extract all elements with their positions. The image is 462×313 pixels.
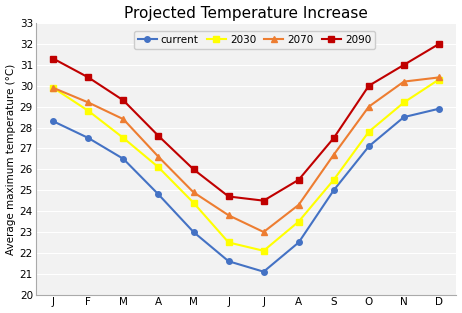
- 2090: [85, 75, 91, 79]
- Title: Projected Temperature Increase: Projected Temperature Increase: [124, 6, 368, 21]
- 2030: [121, 136, 126, 140]
- 2090: [121, 99, 126, 102]
- 2090: [191, 167, 196, 171]
- 2070: [121, 117, 126, 121]
- 2090: [366, 84, 371, 88]
- 2070: [331, 153, 336, 156]
- 2030: [156, 165, 161, 169]
- current: [226, 259, 231, 263]
- current: [156, 192, 161, 196]
- Y-axis label: Average maximum temperature (°C): Average maximum temperature (°C): [6, 63, 16, 254]
- 2030: [191, 201, 196, 205]
- Line: 2070: 2070: [50, 74, 442, 235]
- Line: current: current: [50, 106, 442, 275]
- 2070: [436, 75, 442, 79]
- 2070: [50, 86, 56, 90]
- current: [261, 270, 267, 274]
- 2070: [191, 190, 196, 194]
- 2030: [226, 241, 231, 244]
- 2030: [436, 78, 442, 81]
- 2030: [331, 178, 336, 182]
- 2030: [50, 86, 56, 90]
- Legend: current, 2030, 2070, 2090: current, 2030, 2070, 2090: [134, 31, 375, 49]
- current: [121, 157, 126, 161]
- current: [436, 107, 442, 110]
- current: [331, 188, 336, 192]
- 2070: [401, 80, 407, 84]
- 2090: [331, 136, 336, 140]
- Line: 2030: 2030: [50, 77, 442, 254]
- 2070: [85, 100, 91, 104]
- 2070: [226, 213, 231, 217]
- current: [50, 120, 56, 123]
- current: [401, 115, 407, 119]
- Line: 2090: 2090: [50, 41, 442, 203]
- 2090: [156, 134, 161, 138]
- 2030: [296, 220, 302, 223]
- 2070: [156, 155, 161, 159]
- 2090: [401, 63, 407, 67]
- 2090: [436, 42, 442, 46]
- 2030: [366, 130, 371, 134]
- current: [366, 145, 371, 148]
- 2090: [296, 178, 302, 182]
- 2030: [401, 100, 407, 104]
- 2090: [50, 57, 56, 60]
- current: [296, 241, 302, 244]
- 2030: [85, 109, 91, 113]
- 2070: [296, 203, 302, 207]
- 2090: [226, 195, 231, 198]
- 2070: [261, 230, 267, 234]
- 2090: [261, 199, 267, 203]
- current: [191, 230, 196, 234]
- 2070: [366, 105, 371, 109]
- current: [85, 136, 91, 140]
- 2030: [261, 249, 267, 253]
